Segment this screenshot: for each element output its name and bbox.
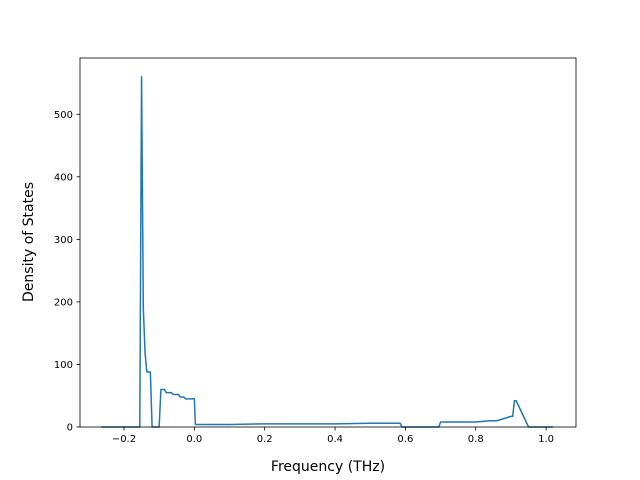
plot-area [79, 57, 577, 428]
x-tick-label: 1.0 [538, 434, 554, 445]
x-axis-label: Frequency (THz) [271, 459, 385, 475]
x-tick-label: 0.8 [468, 434, 484, 445]
series-line-0 [101, 76, 554, 428]
plot-frame [79, 57, 577, 428]
y-tick-label: 400 [54, 172, 73, 183]
x-tick-label: 0.4 [327, 434, 343, 445]
y-tick-label: 500 [54, 110, 73, 121]
x-tick-label: 0.6 [397, 434, 413, 445]
y-tick-label: 100 [54, 360, 73, 371]
x-tick-label: −0.2 [112, 434, 136, 445]
x-axis-ticks: −0.2 0.0 0.2 0.4 0.6 0.8 1.0 [112, 427, 554, 445]
y-axis-label: Density of States [21, 182, 37, 302]
y-tick-label: 200 [54, 297, 73, 308]
x-tick-label: 0.2 [257, 434, 273, 445]
y-axis-ticks: 0 100 200 300 400 500 [54, 110, 80, 434]
x-tick-label: 0.0 [186, 434, 202, 445]
y-tick-label: 300 [54, 235, 73, 246]
y-tick-label: 0 [67, 423, 73, 434]
